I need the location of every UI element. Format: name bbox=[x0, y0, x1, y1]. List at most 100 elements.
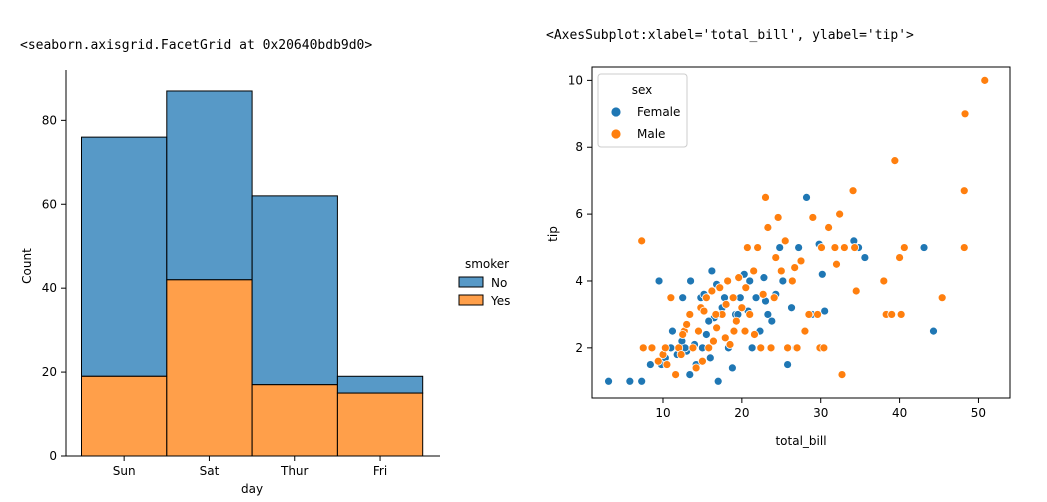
x-tick-label: 20 bbox=[734, 406, 749, 420]
y-tick-label: 80 bbox=[42, 113, 57, 127]
scatter-point-male bbox=[766, 343, 776, 353]
scatter-point-female bbox=[775, 243, 785, 252]
scatter-point-male bbox=[737, 303, 747, 313]
scatter-point-male bbox=[850, 243, 860, 252]
scatter-point-male bbox=[637, 236, 647, 246]
scatter-point-male bbox=[761, 192, 770, 202]
scatter-point-male bbox=[851, 286, 861, 296]
scatter-point-female bbox=[817, 269, 827, 279]
y-tick-label: 0 bbox=[49, 449, 57, 463]
scatter-point-male bbox=[731, 316, 741, 326]
scatter-point-female bbox=[707, 266, 717, 276]
scatter-point-male bbox=[721, 299, 731, 309]
scatter-point-male bbox=[699, 306, 709, 316]
scatter-point-male bbox=[666, 293, 676, 303]
y-tick-label: 8 bbox=[575, 140, 583, 154]
bar-segment-yes bbox=[251, 384, 338, 457]
scatter-point-female bbox=[794, 243, 804, 252]
scatter-point-male bbox=[729, 326, 739, 336]
scatter-point-male bbox=[715, 283, 725, 293]
y-tick-label: 60 bbox=[42, 197, 57, 211]
scatter-point-male bbox=[758, 289, 768, 299]
scatter-point-female bbox=[704, 316, 714, 326]
scatter-point-male bbox=[776, 266, 786, 276]
scatter-point-male bbox=[676, 350, 686, 359]
scatter-point-male bbox=[749, 266, 759, 276]
scatter-point-female bbox=[727, 363, 737, 373]
scatter-point-male bbox=[685, 310, 695, 319]
bar-segment-no bbox=[81, 136, 168, 377]
scatter-point-male bbox=[832, 259, 841, 269]
y-tick-label: 2 bbox=[575, 341, 583, 355]
scatter-point-female bbox=[705, 353, 715, 363]
legend-title: smoker bbox=[465, 257, 509, 271]
y-tick-label: 4 bbox=[575, 274, 583, 288]
y-axis-label: Count bbox=[20, 248, 34, 284]
scatter-point-male bbox=[890, 156, 900, 166]
scatter-point-male bbox=[745, 310, 755, 319]
scatter-point-male bbox=[824, 223, 834, 232]
scatter-point-male bbox=[707, 286, 717, 296]
y-axis-label: tip bbox=[546, 226, 560, 242]
scatter-point-male bbox=[771, 253, 781, 262]
scatter-point-male bbox=[740, 326, 750, 336]
scatter-point-female bbox=[767, 316, 777, 326]
scatter-point-female bbox=[929, 326, 938, 336]
scatter-point-male bbox=[808, 213, 818, 222]
scatter-point-male bbox=[678, 330, 688, 339]
scatter-point-female bbox=[763, 310, 773, 319]
scatter-point-female bbox=[701, 330, 711, 339]
scatter-point-male bbox=[691, 363, 701, 373]
scatter-point-female bbox=[860, 253, 870, 262]
scatter-point-male bbox=[837, 370, 847, 379]
x-tick-label: 10 bbox=[655, 406, 670, 420]
scatter-point-female bbox=[759, 273, 769, 283]
scatter-point-male bbox=[694, 326, 703, 336]
facetgrid-output-repr: <seaborn.axisgrid.FacetGrid at 0x20640bd… bbox=[20, 38, 373, 53]
scatter-point-male bbox=[741, 283, 751, 293]
scatter-point-male bbox=[787, 276, 797, 286]
scatter-point-female bbox=[604, 376, 613, 386]
scatter-point-male bbox=[638, 343, 648, 353]
bar-segment-no bbox=[166, 90, 253, 281]
scatter-point-male bbox=[712, 323, 722, 333]
scatter-point-female bbox=[685, 370, 695, 379]
scatter-point-male bbox=[698, 356, 707, 366]
x-axis-label: total_bill bbox=[775, 434, 826, 448]
scatter-point-male bbox=[959, 243, 969, 252]
scatter-point-female bbox=[637, 376, 647, 386]
scatter-point-male bbox=[959, 186, 969, 196]
scatter-point-male bbox=[671, 370, 680, 379]
axessubplot-output-repr: <AxesSubplot:xlabel='total_bill', ylabel… bbox=[546, 28, 914, 43]
scatter-point-female bbox=[802, 192, 811, 202]
x-tick-label: Sun bbox=[113, 464, 136, 478]
bar-segment-yes bbox=[336, 392, 424, 457]
scatter-point-female bbox=[678, 293, 688, 303]
scatter-point-female bbox=[751, 293, 761, 303]
scatter-point-female bbox=[645, 360, 655, 369]
scatter-point-male bbox=[960, 109, 970, 119]
scatter-point-male bbox=[887, 310, 897, 319]
y-tick-label: 20 bbox=[42, 365, 57, 379]
legend-swatch-no bbox=[458, 276, 484, 288]
x-tick-label: 50 bbox=[971, 406, 986, 420]
scatter-point-male bbox=[796, 256, 806, 266]
scatter-point-male bbox=[896, 310, 906, 319]
scatter-point-female bbox=[686, 276, 695, 286]
legend-label-yes: Yes bbox=[490, 294, 510, 308]
scatter-point-female bbox=[654, 276, 664, 286]
scatter-point-male bbox=[813, 310, 822, 319]
scatter-point-male bbox=[682, 320, 692, 329]
legend-marker-male bbox=[610, 128, 622, 140]
scatter-point-male bbox=[704, 343, 714, 353]
scatter-point-male bbox=[773, 213, 783, 222]
legend-marker-female bbox=[610, 106, 622, 118]
scatter-point-male bbox=[725, 340, 735, 349]
scatter-point-male bbox=[653, 356, 663, 366]
x-tick-label: Sat bbox=[200, 464, 220, 478]
scatter-point-male bbox=[750, 330, 759, 339]
scatter-point-male bbox=[792, 343, 802, 353]
scatter-point-female bbox=[668, 326, 677, 336]
scatter-point-male bbox=[701, 293, 711, 303]
scatter-point-male bbox=[895, 253, 904, 262]
